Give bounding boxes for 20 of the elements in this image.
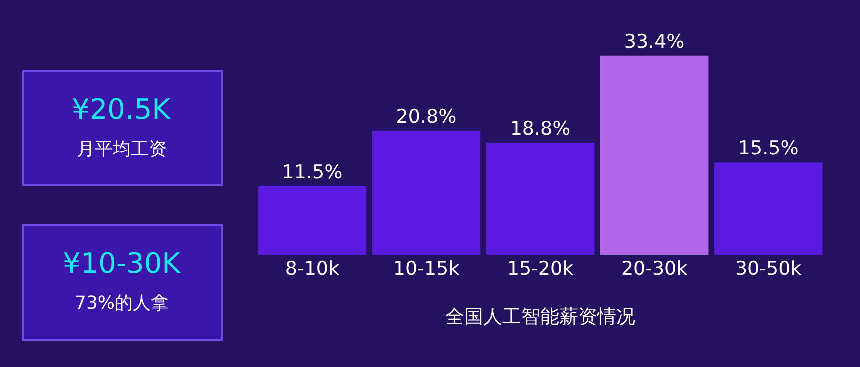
x-axis-title: 全国人工智能薪资情况 (446, 306, 636, 328)
bar (714, 162, 823, 255)
x-tick-label: 10-15k (393, 258, 460, 280)
bar (258, 186, 367, 255)
data-label: 20.8% (396, 106, 457, 128)
bar (372, 131, 481, 255)
bar (600, 56, 709, 255)
x-tick-label: 15-20k (507, 258, 574, 280)
x-tick-label: 8-10k (285, 258, 340, 280)
data-label: 15.5% (738, 138, 799, 160)
text: 73%的人拿 (75, 293, 170, 314)
text: ¥20.5K (72, 93, 172, 126)
x-tick-label: 30-50k (735, 258, 802, 280)
text: ¥10-30K (63, 247, 182, 280)
text: 月平均工资 (77, 139, 167, 160)
x-tick-label: 20-30k (621, 258, 688, 280)
data-label: 18.8% (510, 118, 571, 140)
data-label: 11.5% (282, 161, 343, 184)
data-label: 33.4% (624, 30, 685, 53)
bar (486, 142, 595, 255)
